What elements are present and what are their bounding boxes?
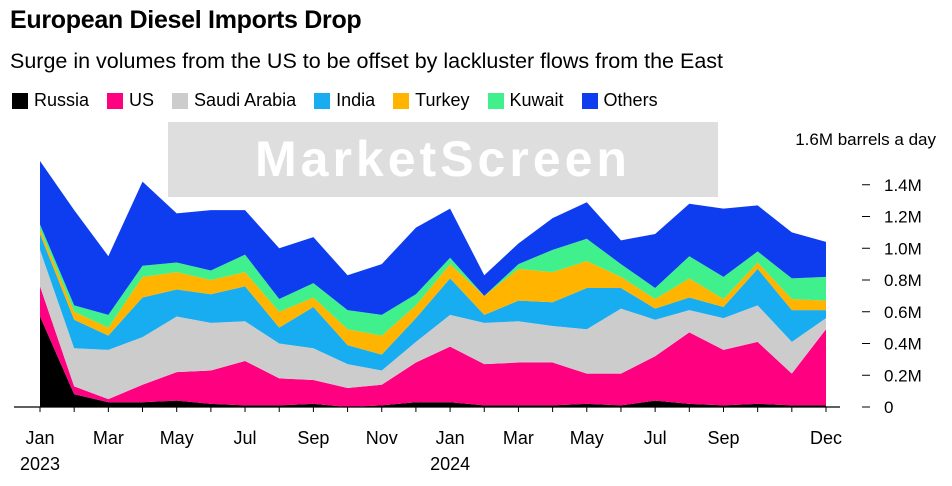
legend-swatch [12, 92, 28, 109]
legend-item: Turkey [393, 90, 470, 111]
legend-swatch [581, 92, 598, 109]
legend-label: US [129, 90, 155, 110]
legend-item: Saudi Arabia [172, 90, 296, 111]
area-us [40, 286, 826, 407]
y-tick-label: 0.6M [884, 303, 922, 322]
legend-item: Russia [12, 90, 89, 111]
x-tick-label: Jan [25, 428, 54, 448]
area-series [40, 160, 826, 407]
watermark-group: MarketScreen [168, 122, 718, 197]
legend-label: Others [603, 90, 658, 110]
legend-label: Saudi Arabia [194, 90, 297, 110]
area-turkey [40, 229, 826, 355]
legend-item: India [314, 90, 375, 111]
legend-label: Russia [34, 90, 90, 110]
x-tick-label: Jan [436, 428, 465, 448]
legend-swatch [172, 92, 189, 109]
x-tick-year-label: 2023 [20, 454, 60, 474]
legend-label: Kuwait [509, 90, 564, 110]
x-axis: Jan 2023 Mar May Jul Sep Nov Jan 2024 Mar May Jul Se… [14, 406, 842, 474]
y-tick-label: 1.0M [884, 239, 922, 258]
watermark-box [168, 122, 718, 197]
x-tick-label: May [160, 428, 194, 448]
x-tick-year-label: 2024 [430, 454, 470, 474]
x-tick-label: Mar [93, 428, 124, 448]
unit-label: 1.6M barrels a day [795, 130, 936, 149]
area-others [40, 160, 826, 315]
legend-swatch [314, 92, 331, 109]
y-tick-label: 0.2M [884, 366, 922, 385]
x-tick-label: Sep [707, 428, 739, 448]
y-tick-label: 0.4M [884, 335, 922, 354]
legend-label: Turkey [415, 90, 470, 110]
legend-item: Kuwait [487, 90, 564, 111]
legend-item: US [107, 90, 154, 111]
x-tick-label: May [570, 428, 604, 448]
legend-label: India [336, 90, 376, 110]
x-tick-label: Jul [234, 428, 257, 448]
x-tick-label: Jul [644, 428, 667, 448]
legend-swatch [107, 92, 124, 109]
legend-swatch [487, 92, 504, 109]
x-tick-label: Mar [503, 428, 534, 448]
legend-swatch [393, 92, 410, 109]
x-tick-label: Sep [297, 428, 329, 448]
legend-item: Others [581, 90, 658, 111]
x-tick-label: Dec [810, 428, 842, 448]
legend: Russia US Saudi Arabia India Turkey Kuwait Oth… [12, 90, 676, 111]
area-india [40, 233, 826, 371]
y-tick-label: 0 [884, 398, 893, 417]
chart-title: European Diesel Imports Drop [10, 6, 362, 34]
area-saudi-arabia [40, 249, 826, 400]
y-tick-label: 1.4M [884, 176, 922, 195]
watermark-text: MarketScreen [255, 131, 631, 187]
x-tick-label: Nov [366, 428, 398, 448]
y-axis: 0 0.2M 0.4M 0.6M 0.8M 1.0M 1.2M 1.4M [862, 176, 922, 417]
area-kuwait [40, 224, 826, 336]
y-tick-label: 1.2M [884, 208, 922, 227]
y-tick-label: 0.8M [884, 271, 922, 290]
chart-subtitle: Surge in volumes from the US to be offse… [10, 49, 723, 73]
